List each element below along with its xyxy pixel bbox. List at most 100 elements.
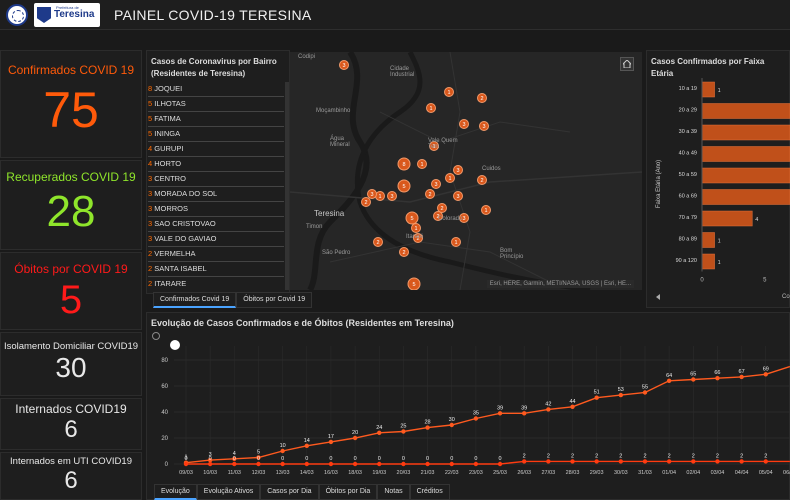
map-marker[interactable]: 3 [479,121,489,131]
data-point[interactable] [473,416,479,421]
tab-evolu-o[interactable]: Evolução [154,484,197,500]
list-item[interactable]: 5 FATIMA [148,112,284,127]
map-marker[interactable]: 2 [433,211,443,221]
tab-cr-ditos[interactable]: Créditos [409,484,450,500]
data-point[interactable] [739,374,744,380]
data-point[interactable] [521,411,527,416]
data-point[interactable] [256,461,261,467]
list-item[interactable]: 3 VALE DO GAVIAO [148,232,284,247]
map-marker[interactable]: 5 [407,277,421,290]
map-marker[interactable]: 8 [397,157,411,171]
data-point[interactable] [304,461,309,467]
map-marker[interactable]: 3 [431,179,441,189]
tab--bitos-por-dia[interactable]: Óbitos por Dia [318,484,378,500]
tab-casos-por-dia[interactable]: Casos por Dia [260,484,319,500]
list-item[interactable]: 2 VERMELHA [148,247,284,262]
age-bar[interactable] [701,189,790,205]
data-point[interactable] [256,455,261,460]
map-marker[interactable]: 3 [459,213,469,223]
data-point[interactable] [401,429,406,434]
age-bar[interactable] [701,81,715,98]
data-point[interactable] [594,395,599,400]
map-marker[interactable]: 3 [459,119,469,129]
data-point[interactable] [425,461,430,467]
list-item[interactable]: 5 ILHOTAS [148,97,284,112]
data-point[interactable] [570,459,575,464]
list-item[interactable]: 3 CENTRO [148,172,284,187]
map-marker[interactable]: 2 [425,189,435,199]
data-point[interactable] [691,459,696,464]
map-marker[interactable]: 1 [417,159,427,169]
scroll-left-icon[interactable] [656,294,660,300]
data-point[interactable] [377,430,382,435]
map-marker[interactable]: 2 [399,247,409,257]
data-point[interactable] [207,457,213,463]
map-marker[interactable]: 3 [453,191,463,201]
data-point[interactable] [618,392,624,398]
data-point[interactable] [232,461,237,467]
data-point[interactable] [473,461,479,467]
data-point[interactable] [594,459,599,464]
data-point[interactable] [377,461,382,467]
data-point[interactable] [449,422,454,428]
list-item[interactable]: 3 MORADA DO SOL [148,187,284,202]
timeline-slider-handle[interactable] [170,340,180,350]
map-marker[interactable]: 1 [451,237,461,247]
map-marker[interactable]: 3 [387,191,397,201]
map-marker[interactable]: 1 [481,205,491,215]
list-item[interactable]: 4 GURUPI [148,142,284,157]
list-item[interactable]: 3 MORROS [148,202,284,217]
data-point[interactable] [280,461,285,467]
data-point[interactable] [546,459,551,464]
neighborhood-list[interactable]: 8 JOQUEI 5 ILHOTAS 5 FATIMA 5 ININGA 4 GURUP… [148,82,284,290]
age-bar[interactable] [701,167,790,184]
list-item[interactable]: 8 JOQUEI [148,82,284,97]
list-item[interactable]: 4 HORTO [148,157,284,172]
list-scrollbar[interactable] [285,82,289,290]
tab-evolu-o-ativos[interactable]: Evolução Ativos [196,484,261,500]
data-point[interactable] [497,411,503,416]
age-bar[interactable] [701,232,715,248]
age-bar[interactable] [701,210,753,227]
data-point[interactable] [304,443,309,448]
age-bar[interactable] [701,124,790,141]
data-point[interactable] [352,435,358,441]
age-bar[interactable] [701,103,790,119]
data-point[interactable] [715,459,720,464]
data-point[interactable] [449,461,454,467]
data-point[interactable] [642,459,648,464]
data-point[interactable] [570,404,575,409]
data-point[interactable] [232,456,237,461]
data-point[interactable] [352,461,358,467]
data-point[interactable] [666,459,672,464]
map-marker[interactable]: 1 [411,223,421,233]
map-marker[interactable]: 3 [339,60,349,70]
data-point[interactable] [328,461,334,467]
data-point[interactable] [425,425,430,430]
map-marker[interactable]: 3 [453,165,463,175]
data-point[interactable] [207,461,213,467]
map-marker[interactable]: 5 [405,211,419,225]
home-button[interactable] [620,57,634,71]
map-marker[interactable]: 2 [477,93,487,103]
data-point[interactable] [618,459,624,464]
list-item[interactable]: 3 SAO CRISTOVAO [148,217,284,232]
data-point[interactable] [183,461,189,467]
data-point[interactable] [642,390,648,395]
tab-confirmed[interactable]: Confirmados Covid 19 [153,292,237,308]
data-point[interactable] [401,461,406,467]
data-point[interactable] [763,459,768,464]
data-point[interactable] [546,407,551,412]
map-marker[interactable]: 1 [445,173,455,183]
map-marker[interactable]: 2 [413,233,423,243]
map-marker[interactable]: 1 [426,103,436,113]
age-bar[interactable] [701,146,790,162]
data-point[interactable] [521,459,527,464]
map-marker[interactable]: 1 [429,141,439,151]
data-point[interactable] [739,459,744,464]
data-point[interactable] [715,376,720,381]
list-item[interactable]: 5 ININGA [148,127,284,142]
map-marker[interactable]: 1 [444,87,454,97]
